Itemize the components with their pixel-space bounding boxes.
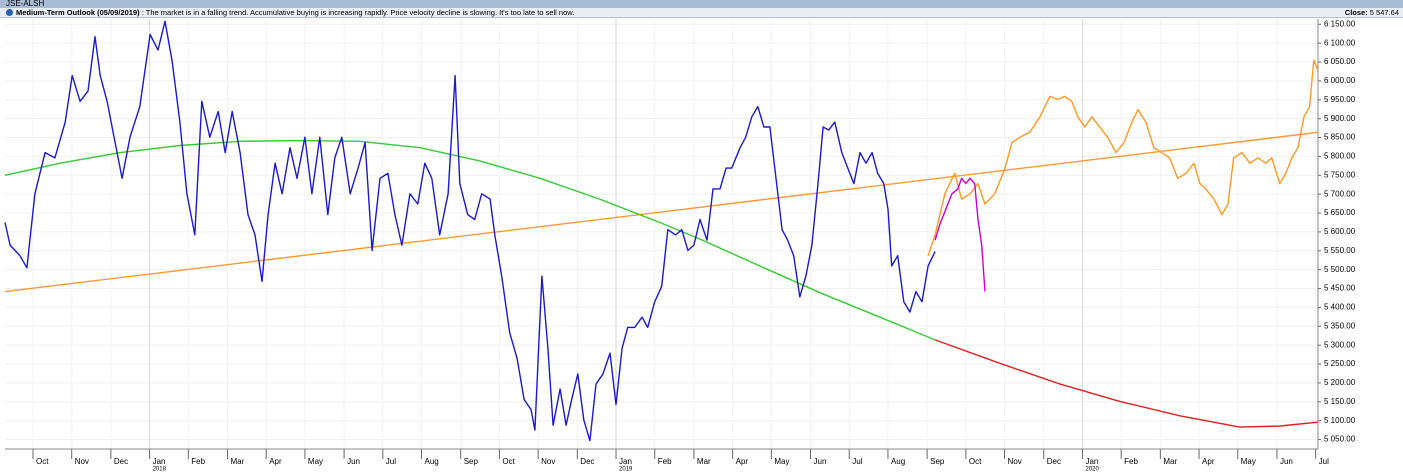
y-tick-label: 5 400.00	[1324, 303, 1356, 312]
x-tick-year: 2018	[153, 467, 167, 473]
x-tick-label: Nov	[541, 457, 555, 466]
symbol-bar: JSE-ALSH	[0, 0, 1403, 8]
y-tick-label: 5 450.00	[1324, 284, 1356, 293]
x-tick-label: Aug	[425, 457, 439, 466]
x-tick-label: Mar	[230, 457, 244, 466]
x-tick-label: Feb	[658, 457, 672, 466]
x-tick-label: Nov	[1008, 457, 1022, 466]
y-tick-label: 5 700.00	[1324, 189, 1356, 198]
close-value: 5 547.64	[1369, 8, 1399, 17]
y-tick-label: 5 600.00	[1324, 227, 1356, 236]
x-tick-label: Apr	[736, 457, 749, 466]
y-tick-label: 6 000.00	[1324, 76, 1356, 85]
x-tick-label: Dec	[1047, 457, 1061, 466]
x-tick-label: Apr	[1202, 457, 1215, 466]
x-tick-label: Jun	[347, 457, 360, 466]
x-tick-label: Nov	[75, 457, 89, 466]
x-tick-label: Jun	[814, 457, 827, 466]
x-tick-label: Aug	[891, 457, 905, 466]
outlook-title: Medium-Term Outlook (05/09/2019)	[16, 8, 140, 17]
series-line	[4, 20, 936, 442]
x-tick-label: May	[308, 457, 323, 466]
outlook-bar: Medium-Term Outlook (05/09/2019) : The m…	[0, 8, 1403, 18]
x-tick-label: Jul	[386, 457, 396, 466]
x-tick-label: Oct	[36, 457, 49, 466]
x-tick-label: Feb	[1124, 457, 1138, 466]
y-tick-label: 5 350.00	[1324, 321, 1356, 330]
y-tick-label: 5 800.00	[1324, 152, 1356, 161]
y-tick-label: 5 950.00	[1324, 95, 1356, 104]
x-tick-label: Apr	[269, 457, 282, 466]
x-tick-label: Jun	[1280, 457, 1293, 466]
series-line	[4, 139, 936, 341]
x-tick-label: Dec	[580, 457, 594, 466]
x-tick-label: Oct	[502, 457, 515, 466]
symbol: JSE-ALSH	[6, 0, 45, 8]
y-tick-label: 5 200.00	[1324, 378, 1356, 387]
y-tick-label: 5 300.00	[1324, 340, 1356, 349]
x-tick-label: Jan	[619, 457, 632, 466]
y-tick-label: 6 050.00	[1324, 57, 1356, 66]
y-tick-label: 5 250.00	[1324, 359, 1356, 368]
y-tick-label: 5 100.00	[1324, 416, 1356, 425]
x-tick-label: Sep	[464, 457, 479, 466]
x-tick-label: Oct	[969, 457, 982, 466]
x-tick-label: May	[1241, 457, 1256, 466]
outlook-text: : The market is in a falling trend. Accu…	[141, 8, 575, 17]
x-tick-label: Mar	[1163, 457, 1177, 466]
y-tick-label: 5 050.00	[1324, 435, 1356, 444]
series-line	[4, 131, 1319, 293]
info-icon	[6, 9, 13, 16]
y-tick-label: 5 850.00	[1324, 133, 1356, 142]
x-tick-label: Dec	[114, 457, 128, 466]
series-line	[927, 59, 1319, 256]
x-tick-label: Jan	[1085, 457, 1098, 466]
x-tick-label: Mar	[697, 457, 711, 466]
x-tick-year: 2019	[619, 467, 633, 473]
series-line	[934, 177, 986, 292]
y-tick-label: 5 900.00	[1324, 114, 1356, 123]
y-tick-label: 5 750.00	[1324, 170, 1356, 179]
x-tick-label: Jul	[1319, 457, 1329, 466]
y-tick-label: 6 100.00	[1324, 38, 1356, 47]
x-tick-year: 2020	[1085, 467, 1099, 473]
x-tick-label: May	[774, 457, 789, 466]
close: Close: 5 547.64	[1345, 8, 1399, 18]
x-tick-label: Feb	[191, 457, 205, 466]
y-tick-label: 5 500.00	[1324, 265, 1356, 274]
y-tick-label: 6 150.00	[1324, 19, 1356, 28]
close-label: Close:	[1344, 8, 1368, 17]
y-tick-label: 5 650.00	[1324, 208, 1356, 217]
series-line	[934, 339, 1319, 428]
x-tick-label: Jul	[852, 457, 862, 466]
x-tick-label: Sep	[930, 457, 945, 466]
y-tick-label: 5 550.00	[1324, 246, 1356, 255]
y-tick-label: 5 150.00	[1324, 397, 1356, 406]
x-tick-label: Jan	[153, 457, 166, 466]
